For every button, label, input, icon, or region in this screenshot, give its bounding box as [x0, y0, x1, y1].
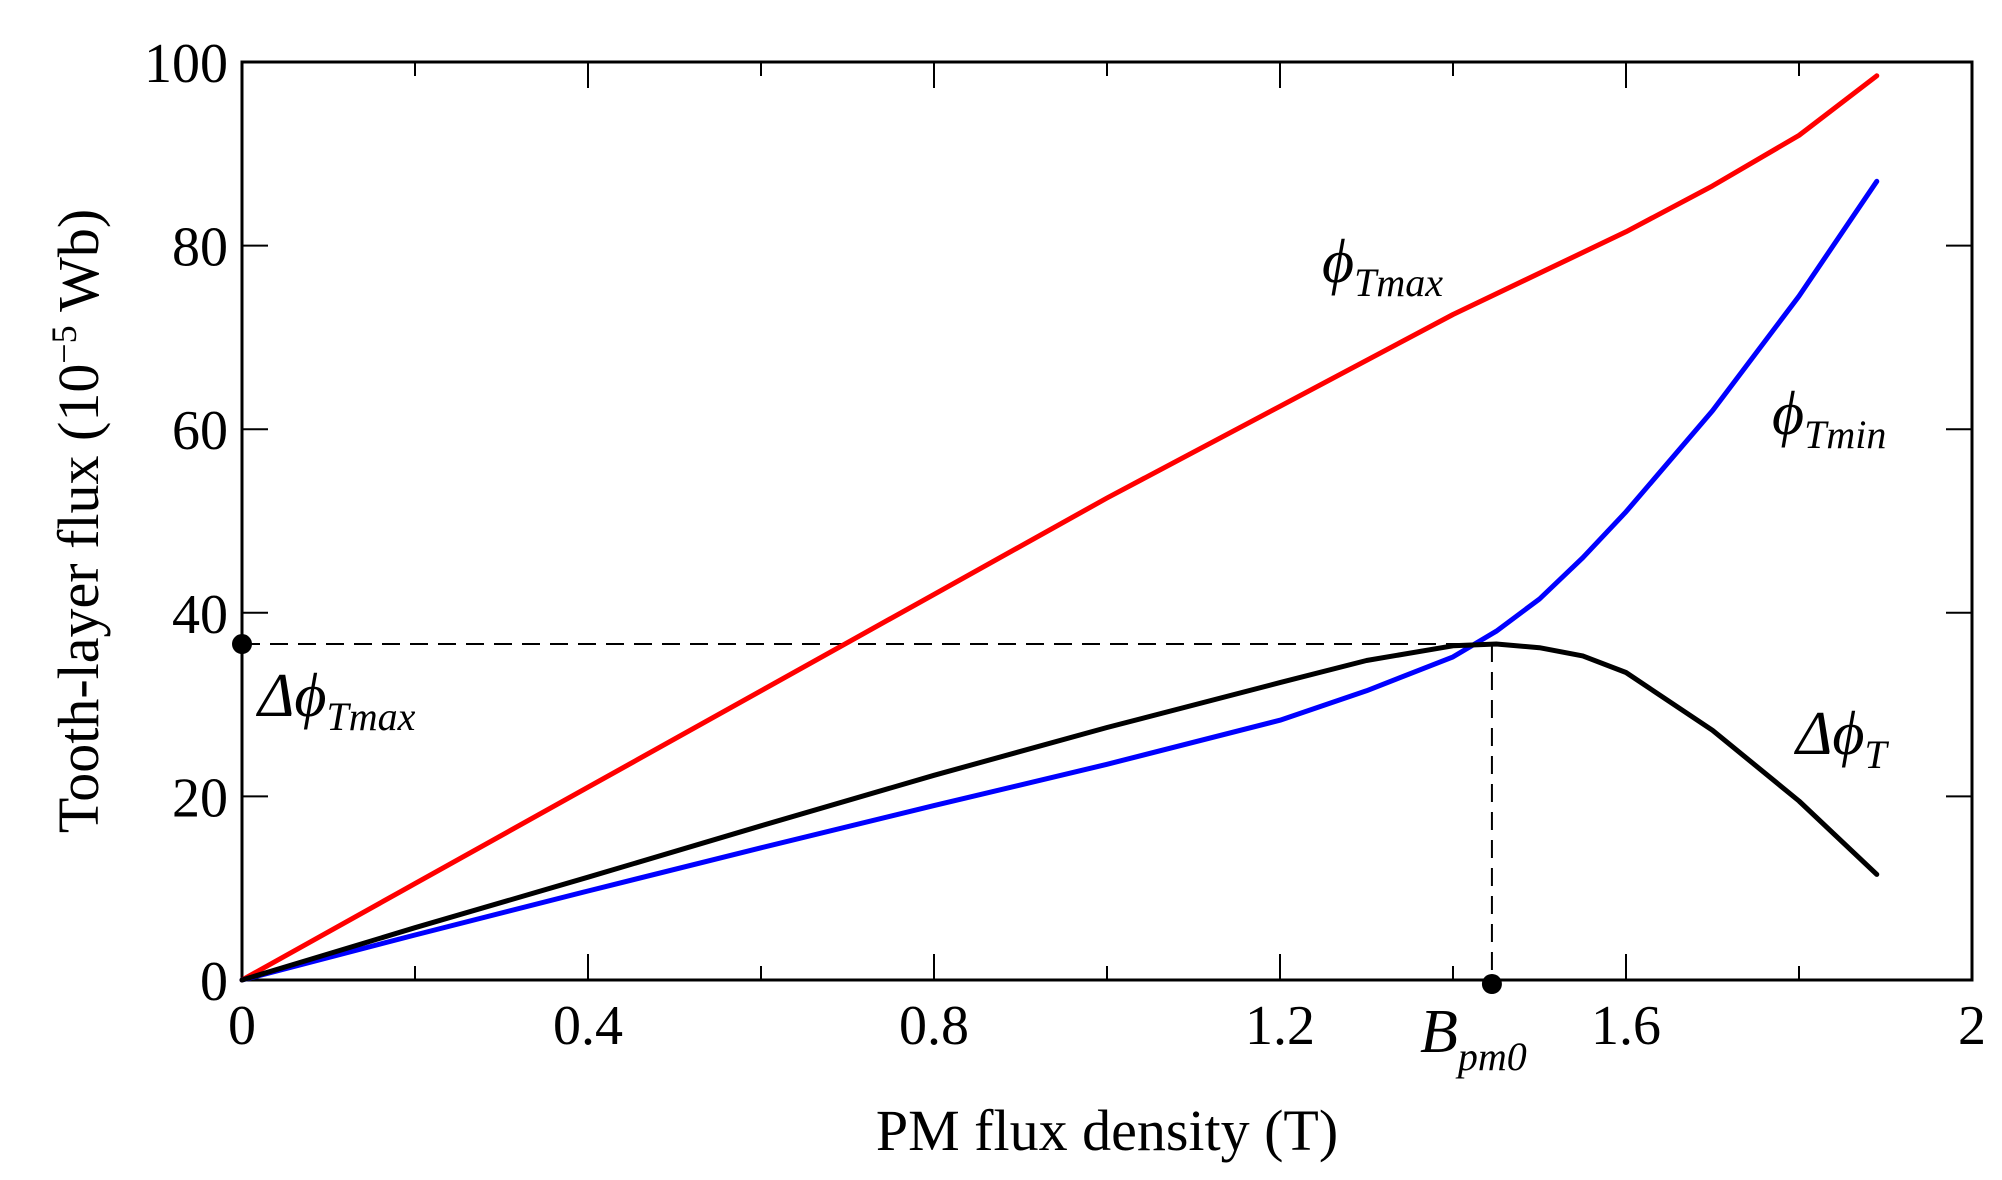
y-tick-label: 100	[144, 33, 228, 95]
plot-frame	[240, 60, 1974, 982]
y-axis-title: Tooth-layer flux (10−5 Wb)	[44, 209, 111, 833]
series-line-phi-tmax	[239, 73, 1880, 983]
x-tick-label: 0.8	[899, 995, 969, 1057]
y-tick-label: 20	[172, 767, 228, 829]
y-tick-label: 60	[172, 400, 228, 462]
delta-max-marker-dot	[232, 634, 252, 655]
y-tick-label: 40	[172, 584, 228, 646]
x-tick-label: 0.4	[553, 995, 623, 1057]
series-line-phi-tmin	[239, 178, 1880, 983]
label-phi-tmin: ϕTmin	[1772, 380, 1886, 457]
y-tick-label: 0	[200, 951, 228, 1013]
label-bpm0: Bpm0	[1420, 998, 1527, 1079]
label-delta-phi-tmax: ΔϕTmax	[255, 662, 416, 739]
x-axis-title: PM flux density (T)	[876, 1098, 1338, 1163]
bpm0-marker-dot	[1481, 974, 1502, 994]
label-delta-phi-t: ΔϕT	[1793, 700, 1889, 777]
axis-ticks	[241, 61, 1973, 981]
series-line-delta-phi-t	[239, 641, 1880, 983]
x-tick-label: 2	[1958, 995, 1986, 1057]
label-phi-tmax: ϕTmax	[1322, 228, 1443, 305]
x-tick-label: 1.2	[1245, 995, 1315, 1057]
x-tick-label: 0	[228, 995, 256, 1057]
x-tick-label: 1.6	[1591, 995, 1661, 1057]
y-tick-label: 80	[172, 217, 228, 279]
